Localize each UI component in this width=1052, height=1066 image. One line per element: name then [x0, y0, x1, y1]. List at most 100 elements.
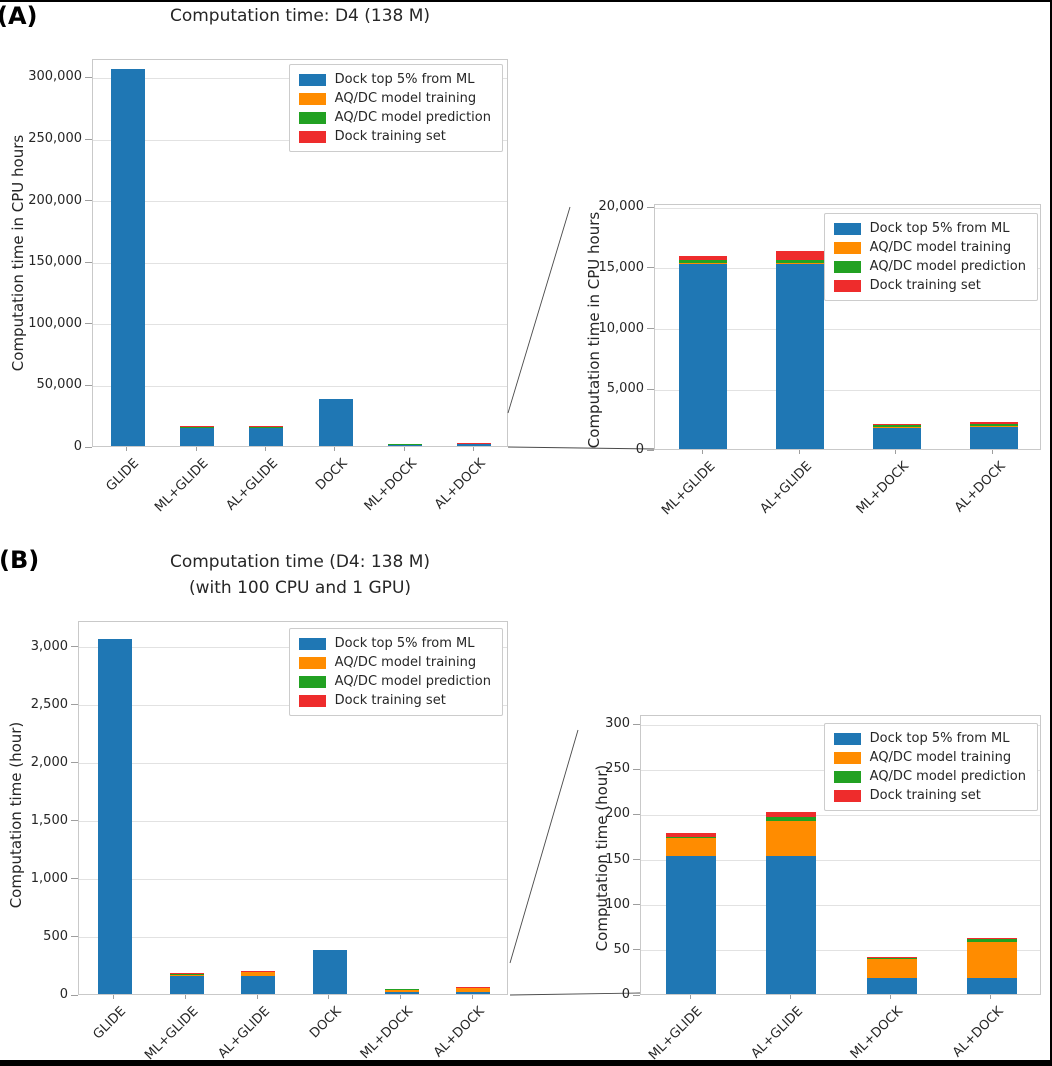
y-tick-label: 200,000 — [28, 192, 82, 208]
bar-AL+DOCK-dock_top — [969, 427, 1018, 449]
y-tick-label: 20,000 — [598, 199, 645, 215]
y-tick-label: 150 — [605, 851, 630, 867]
y-tick-mark — [71, 762, 78, 764]
bar-AL+DOCK-training — [456, 987, 491, 992]
gridline — [93, 262, 507, 264]
y-tick-label: 0 — [73, 439, 82, 454]
bar-ML+GLIDE-training — [169, 973, 204, 977]
y-tick-label: 15,000 — [598, 259, 645, 275]
y-tick-mark — [71, 704, 78, 706]
bar-ML+DOCK-dock_top — [872, 427, 921, 449]
legend: Dock top 5% from ML AQ/DC model training A… — [288, 64, 503, 152]
x-tick-label: ML+GLIDE — [646, 1004, 706, 1064]
y-tick-label: 2,500 — [30, 696, 68, 712]
x-tick-label: AL+DOCK — [432, 456, 489, 513]
bar-AL+GLIDE-dock_top — [249, 427, 284, 446]
x-tick-mark — [990, 995, 992, 999]
x-tick-mark — [895, 450, 897, 454]
x-tick-mark — [126, 447, 128, 451]
y-tick-mark — [647, 267, 654, 269]
y-tick-label: 150,000 — [28, 254, 82, 270]
bar-ML+GLIDE-dock_training_set — [679, 256, 728, 261]
bar-AL+DOCK-prediction — [969, 423, 1018, 427]
y-tick-label: 3,000 — [30, 638, 68, 654]
x-tick-mark — [992, 450, 994, 454]
legend-label: Dock training set — [334, 693, 446, 708]
y-tick-label: 1,500 — [30, 812, 68, 828]
x-tick-label: DOCK — [312, 456, 351, 494]
y-tick-mark — [85, 76, 92, 78]
y-tick-mark — [85, 138, 92, 140]
bar-AL+GLIDE-dock_top — [766, 855, 817, 994]
legend-row: Dock top 5% from ML — [298, 72, 491, 87]
bar-DOCK-dock_top — [318, 399, 353, 446]
gridline — [93, 201, 507, 203]
x-tick-label: ML+DOCK — [357, 1004, 417, 1063]
legend-label: Dock top 5% from ML — [334, 636, 475, 651]
x-tick-label: ML+GLIDE — [152, 456, 212, 516]
legend-row: AQ/DC model prediction — [833, 769, 1026, 784]
x-tick-label: AL+GLIDE — [215, 1004, 273, 1062]
x-tick-mark — [471, 995, 473, 999]
legend-swatch-dock_top — [298, 73, 326, 86]
legend: Dock top 5% from ML AQ/DC model training A… — [288, 628, 503, 716]
bar-ML+DOCK-dock_top — [384, 991, 419, 994]
x-tick-label: DOCK — [307, 1004, 345, 1042]
bar-AL+DOCK-training — [969, 426, 1018, 428]
bar-AL+GLIDE-dock_training_set — [241, 970, 276, 972]
y-tick-mark — [647, 388, 654, 390]
bar-ML+GLIDE-training — [679, 262, 728, 264]
gridline — [641, 905, 1040, 907]
legend-row: Dock training set — [833, 278, 1026, 293]
x-tick-label: AL+DOCK — [431, 1004, 488, 1061]
legend-swatch-prediction — [833, 770, 861, 783]
bar-AL+GLIDE-training — [241, 971, 276, 977]
y-tick-label: 50 — [613, 941, 630, 957]
border-right — [1050, 0, 1052, 1066]
y-tick-mark — [633, 813, 640, 815]
legend-label: Dock top 5% from ML — [334, 72, 475, 87]
x-tick-label: GLIDE — [103, 456, 143, 495]
legend-row: AQ/DC model prediction — [833, 259, 1026, 274]
x-tick-mark — [798, 450, 800, 454]
bar-AL+DOCK-dock_top — [456, 991, 491, 994]
y-tick-mark — [85, 323, 92, 325]
x-tick-label: AL+GLIDE — [757, 459, 815, 517]
legend-swatch-dock_top — [833, 732, 861, 745]
legend-label: AQ/DC model training — [334, 91, 477, 106]
x-tick-label: ML+DOCK — [361, 456, 420, 515]
bar-ML+DOCK-training — [384, 989, 419, 992]
legend-label: AQ/DC model prediction — [334, 110, 491, 125]
gridline — [79, 937, 507, 939]
y-tick-label: 1,000 — [30, 870, 68, 886]
legend-swatch-dock_training_set — [833, 279, 861, 292]
bar-AL+DOCK-dock_training_set — [966, 937, 1017, 939]
legend: Dock top 5% from ML AQ/DC model training A… — [823, 213, 1038, 301]
bar-AL+DOCK-prediction — [966, 938, 1017, 942]
y-tick-mark — [633, 904, 640, 906]
bar-ML+GLIDE-training — [666, 837, 717, 856]
legend-row: AQ/DC model prediction — [298, 674, 491, 689]
legend-row: AQ/DC model training — [298, 91, 491, 106]
x-tick-mark — [890, 995, 892, 999]
gridline — [655, 207, 1040, 209]
chart-title: Computation time: D4 (138 M) — [170, 3, 430, 29]
legend-swatch-prediction — [298, 111, 326, 124]
legend-swatch-dock_training_set — [833, 789, 861, 802]
y-tick-label: 100,000 — [28, 315, 82, 331]
x-tick-label: GLIDE — [91, 1004, 130, 1043]
bar-AL+GLIDE-prediction — [776, 259, 825, 263]
bar-AL+DOCK-dock_top — [966, 977, 1017, 994]
legend-row: Dock training set — [298, 129, 491, 144]
y-axis-label: Computation time (hour) — [7, 721, 25, 909]
y-tick-mark — [71, 994, 78, 996]
bar-ML+GLIDE-dock_top — [180, 427, 214, 446]
x-tick-mark — [403, 447, 405, 451]
x-tick-label: ML+GLIDE — [658, 459, 718, 519]
y-tick-mark — [633, 723, 640, 725]
x-tick-mark — [400, 995, 401, 999]
legend-swatch-training — [833, 751, 861, 764]
y-tick-label: 0 — [635, 442, 644, 457]
bar-AL+GLIDE-prediction — [766, 816, 817, 821]
x-tick-label: ML+GLIDE — [141, 1004, 202, 1064]
